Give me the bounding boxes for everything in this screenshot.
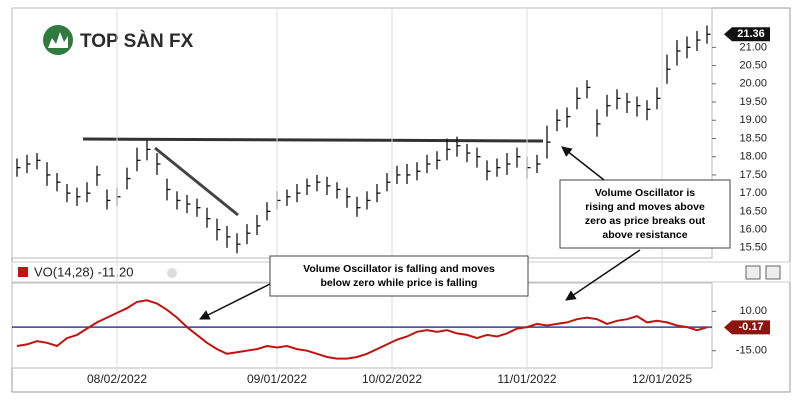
x-tick-label: 09/01/2022 bbox=[247, 372, 307, 386]
annotation-text: Volume Oscillator is falling and moves bbox=[303, 263, 495, 275]
y-tick-label: 19.00 bbox=[739, 114, 767, 126]
y-tick-label: 10.00 bbox=[739, 305, 767, 317]
y-tick-label: 17.00 bbox=[739, 187, 767, 199]
y-tick-label: 19.50 bbox=[739, 96, 767, 108]
logo: TOP SÀN FX bbox=[43, 25, 194, 55]
value-tag bbox=[724, 320, 770, 335]
y-tick-label: -15.00 bbox=[736, 345, 767, 357]
y-tick-label: 16.00 bbox=[739, 223, 767, 235]
y-tick-label: 21.00 bbox=[739, 41, 767, 53]
annotation-text: rising and moves above bbox=[585, 201, 705, 213]
arrow bbox=[199, 283, 271, 320]
legend-swatch bbox=[18, 267, 28, 277]
price-tag-label: 21.36 bbox=[737, 28, 765, 40]
annotation-text: Volume Oscillator is bbox=[595, 187, 695, 199]
x-tick-label: 08/02/2022 bbox=[87, 372, 147, 386]
annotation-box bbox=[269, 255, 529, 297]
y-tick-label: 18.50 bbox=[739, 132, 767, 144]
dropdown[interactable] bbox=[167, 268, 177, 278]
minimize-button[interactable] bbox=[745, 265, 761, 280]
x-tick-label: 10/02/2022 bbox=[362, 372, 422, 386]
x-tick-label: 12/01/2025 bbox=[632, 372, 692, 386]
arrow bbox=[561, 146, 605, 181]
annotation-text: above resistance bbox=[602, 229, 687, 241]
trend-line bbox=[154, 146, 239, 217]
value-tag-label: -0.17 bbox=[738, 321, 763, 333]
price-tag bbox=[724, 27, 770, 42]
arrow bbox=[565, 249, 641, 301]
x-tick-label: 11/01/2022 bbox=[497, 372, 556, 386]
y-tick-label: 20.00 bbox=[739, 78, 767, 90]
annotation-box bbox=[559, 179, 731, 249]
brand: TOP SÀN FX bbox=[80, 30, 194, 52]
y-tick-label: 17.50 bbox=[739, 169, 767, 181]
y-tick-label: 16.50 bbox=[739, 205, 767, 217]
y-tick-label: 18.00 bbox=[739, 151, 767, 163]
resistance-line bbox=[82, 137, 544, 143]
panel-title: VO(14,28) -11.20 bbox=[34, 264, 133, 279]
y-tick-label: 15.50 bbox=[739, 242, 767, 254]
annotation-text: zero as price breaks out bbox=[585, 215, 706, 227]
oscillator-line bbox=[16, 299, 708, 360]
y-tick-label: 20.50 bbox=[739, 59, 767, 71]
maximize-button[interactable] bbox=[765, 265, 781, 280]
annotation-text: below zero while price is falling bbox=[321, 277, 478, 289]
